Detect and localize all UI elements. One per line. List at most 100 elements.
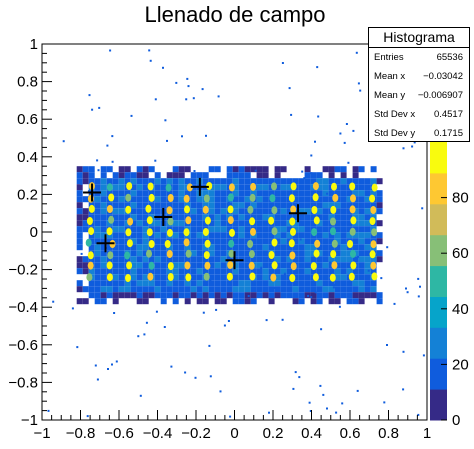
heatmap-cell bbox=[178, 172, 185, 179]
heatmap-peak bbox=[349, 227, 356, 236]
heatmap-cell bbox=[136, 238, 143, 245]
heatmap-cell bbox=[250, 238, 257, 245]
heatmap-cell bbox=[142, 172, 149, 179]
outlier-cell bbox=[294, 371, 297, 374]
outlier-cell bbox=[175, 81, 178, 84]
heatmap-cell bbox=[76, 172, 83, 179]
heatmap-cell bbox=[172, 214, 179, 221]
heatmap-cell bbox=[328, 286, 335, 293]
heatmap-cell bbox=[130, 250, 137, 257]
heatmap-cell bbox=[316, 172, 323, 179]
heatmap-cell bbox=[136, 208, 143, 215]
heatmap-peak bbox=[247, 205, 254, 214]
heatmap-cell bbox=[136, 286, 143, 293]
colorbar-segment bbox=[430, 265, 447, 297]
heatmap-peak bbox=[314, 239, 321, 248]
outlier-cell bbox=[155, 310, 158, 313]
heatmap-peak bbox=[203, 272, 210, 281]
heatmap-cell bbox=[250, 256, 257, 263]
heatmap-cell bbox=[310, 172, 317, 179]
heatmap-cell bbox=[190, 268, 197, 275]
heatmap-cell bbox=[346, 280, 353, 287]
outlier-cell bbox=[106, 144, 109, 147]
heatmap-cell bbox=[172, 208, 179, 215]
heatmap-cell bbox=[130, 268, 137, 275]
heatmap-cell bbox=[352, 190, 359, 197]
heatmap-cell bbox=[178, 268, 185, 275]
outlier-cell bbox=[386, 246, 389, 249]
heatmap-cell bbox=[334, 202, 341, 209]
heatmap-cell bbox=[304, 202, 311, 209]
heatmap-cell bbox=[322, 196, 329, 203]
heatmap-cell bbox=[226, 190, 233, 197]
x-tick-label: −0.8 bbox=[66, 425, 96, 442]
outlier-cell bbox=[163, 326, 166, 328]
heatmap-cell bbox=[328, 238, 335, 245]
heatmap-cell bbox=[376, 178, 383, 185]
heatmap-cell bbox=[322, 292, 329, 299]
outlier-cell bbox=[303, 177, 306, 180]
heatmap-cell bbox=[286, 202, 293, 209]
heatmap-cell bbox=[166, 256, 173, 263]
heatmap-cell bbox=[118, 268, 125, 275]
heatmap-peak bbox=[288, 239, 295, 248]
heatmap-cell bbox=[220, 232, 227, 239]
heatmap-cell bbox=[226, 172, 233, 179]
heatmap-cell bbox=[172, 256, 179, 263]
heatmap-cell bbox=[340, 166, 347, 173]
heatmap-cell bbox=[82, 220, 89, 227]
heatmap-cell bbox=[358, 250, 365, 257]
heatmap-cell bbox=[244, 190, 251, 197]
heatmap-cell bbox=[256, 190, 263, 197]
heatmap-cell bbox=[154, 184, 161, 191]
outlier-cell bbox=[215, 308, 218, 311]
heatmap-peak bbox=[125, 205, 132, 214]
heatmap-cell bbox=[268, 178, 275, 185]
outlier-cell bbox=[227, 201, 230, 204]
heatmap-cell bbox=[220, 208, 227, 215]
heatmap-cell bbox=[190, 172, 197, 179]
heatmap-peak bbox=[250, 182, 257, 191]
heatmap-cell bbox=[178, 202, 185, 209]
heatmap-cell bbox=[358, 226, 365, 233]
heatmap-cell bbox=[340, 232, 347, 239]
stats-value: 0.4517 bbox=[433, 109, 463, 120]
heatmap-cell bbox=[304, 256, 311, 263]
outlier-cell bbox=[402, 388, 405, 391]
heatmap-peak bbox=[290, 262, 297, 271]
outlier-cell bbox=[352, 129, 355, 132]
heatmap-cell bbox=[340, 190, 347, 197]
heatmap-cell bbox=[364, 244, 371, 251]
heatmap-cell bbox=[328, 214, 335, 221]
heatmap-peak bbox=[330, 227, 336, 236]
heatmap-cell bbox=[310, 238, 317, 245]
heatmap-cell bbox=[190, 208, 197, 215]
heatmap-cell bbox=[130, 256, 137, 263]
heatmap-cell bbox=[340, 274, 347, 281]
x-tick-label: −0.2 bbox=[181, 425, 211, 442]
heatmap-cell bbox=[292, 202, 299, 209]
heatmap-cell bbox=[232, 280, 239, 287]
heatmap-cell bbox=[112, 256, 119, 263]
heatmap-cell bbox=[88, 172, 95, 179]
heatmap-cell bbox=[358, 184, 365, 191]
heatmap-cell bbox=[340, 214, 347, 221]
heatmap-cell bbox=[148, 214, 155, 221]
heatmap-cell bbox=[82, 262, 89, 269]
heatmap-cell bbox=[136, 232, 143, 239]
heatmap-cell bbox=[376, 220, 383, 227]
outlier-cell bbox=[192, 97, 195, 100]
heatmap-cell bbox=[316, 196, 323, 203]
outlier-cell bbox=[393, 302, 396, 305]
heatmap-cell bbox=[322, 184, 329, 191]
heatmap-cell bbox=[370, 286, 377, 293]
heatmap-cell bbox=[334, 280, 341, 287]
heatmap-cell bbox=[232, 214, 239, 221]
heatmap-peak bbox=[369, 217, 376, 226]
heatmap-cell bbox=[130, 172, 137, 179]
heatmap-peak bbox=[288, 194, 295, 203]
outlier-cell bbox=[149, 59, 152, 62]
heatmap-cell bbox=[208, 208, 215, 215]
heatmap-cell bbox=[352, 244, 359, 251]
heatmap-cell bbox=[352, 298, 359, 305]
